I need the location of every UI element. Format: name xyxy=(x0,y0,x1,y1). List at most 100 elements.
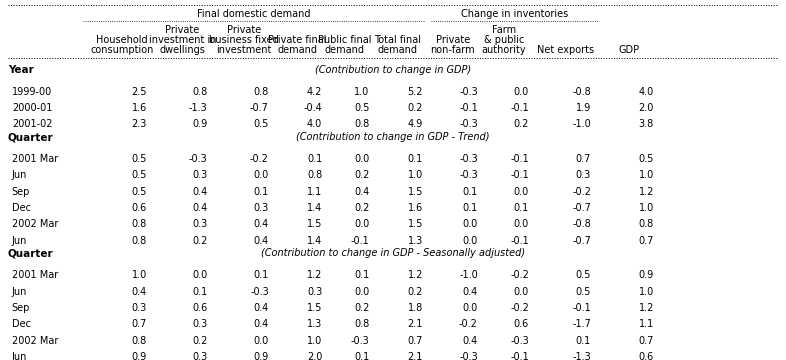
Text: 2.1: 2.1 xyxy=(407,319,423,329)
Text: 0.8: 0.8 xyxy=(354,319,369,329)
Text: 0.4: 0.4 xyxy=(193,203,208,213)
Text: 0.2: 0.2 xyxy=(354,170,369,180)
Text: 0.1: 0.1 xyxy=(354,270,369,280)
Text: -1.3: -1.3 xyxy=(572,352,591,360)
Text: 1.0: 1.0 xyxy=(307,336,322,346)
Text: 0.1: 0.1 xyxy=(254,186,269,197)
Text: -0.1: -0.1 xyxy=(510,170,529,180)
Text: 0.7: 0.7 xyxy=(407,336,423,346)
Text: -0.3: -0.3 xyxy=(351,336,369,346)
Text: 5.2: 5.2 xyxy=(407,86,423,96)
Text: 0.2: 0.2 xyxy=(192,236,208,246)
Text: 1.1: 1.1 xyxy=(639,319,654,329)
Text: 0.0: 0.0 xyxy=(463,219,478,229)
Text: GDP: GDP xyxy=(619,45,639,55)
Text: 0.9: 0.9 xyxy=(254,352,269,360)
Text: 0.9: 0.9 xyxy=(132,352,147,360)
Text: 1.0: 1.0 xyxy=(354,86,369,96)
Text: 1.2: 1.2 xyxy=(407,270,423,280)
Text: 0.8: 0.8 xyxy=(132,336,147,346)
Text: 0.4: 0.4 xyxy=(254,303,269,313)
Text: 0.3: 0.3 xyxy=(254,203,269,213)
Text: 1.4: 1.4 xyxy=(307,236,322,246)
Text: -0.7: -0.7 xyxy=(572,236,591,246)
Text: 0.6: 0.6 xyxy=(514,319,529,329)
Text: 0.2: 0.2 xyxy=(192,336,208,346)
Text: -0.1: -0.1 xyxy=(510,154,529,164)
Text: -0.2: -0.2 xyxy=(572,186,591,197)
Text: -0.3: -0.3 xyxy=(189,154,208,164)
Text: 1.0: 1.0 xyxy=(132,270,147,280)
Text: -0.2: -0.2 xyxy=(510,303,529,313)
Text: 1.4: 1.4 xyxy=(307,203,322,213)
Text: -0.2: -0.2 xyxy=(510,270,529,280)
Text: -0.1: -0.1 xyxy=(459,103,478,113)
Text: (Contribution to change in GDP - Seasonally adjusted): (Contribution to change in GDP - Seasona… xyxy=(261,248,525,258)
Text: Quarter: Quarter xyxy=(8,248,53,258)
Text: 0.5: 0.5 xyxy=(638,154,654,164)
Text: 2000-01: 2000-01 xyxy=(12,103,52,113)
Text: -0.1: -0.1 xyxy=(572,303,591,313)
Text: -0.8: -0.8 xyxy=(572,86,591,96)
Text: 0.2: 0.2 xyxy=(354,303,369,313)
Text: 0.2: 0.2 xyxy=(407,287,423,297)
Text: 1.2: 1.2 xyxy=(638,303,654,313)
Text: 1.3: 1.3 xyxy=(408,236,423,246)
Text: 0.7: 0.7 xyxy=(575,154,591,164)
Text: 0.1: 0.1 xyxy=(463,186,478,197)
Text: Jun: Jun xyxy=(12,352,28,360)
Text: 0.5: 0.5 xyxy=(131,186,147,197)
Text: 0.2: 0.2 xyxy=(513,119,529,129)
Text: 0.0: 0.0 xyxy=(514,287,529,297)
Text: 1.8: 1.8 xyxy=(408,303,423,313)
Text: 0.6: 0.6 xyxy=(132,203,147,213)
Text: investment in: investment in xyxy=(149,35,216,45)
Text: -0.2: -0.2 xyxy=(459,319,478,329)
Text: 1.0: 1.0 xyxy=(639,287,654,297)
Text: 0.3: 0.3 xyxy=(193,170,208,180)
Text: Sep: Sep xyxy=(12,303,30,313)
Text: 2.0: 2.0 xyxy=(307,352,322,360)
Text: 0.8: 0.8 xyxy=(254,86,269,96)
Text: 0.0: 0.0 xyxy=(354,154,369,164)
Text: 1999-00: 1999-00 xyxy=(12,86,52,96)
Text: 1.5: 1.5 xyxy=(307,219,322,229)
Text: 0.8: 0.8 xyxy=(307,170,322,180)
Text: 0.5: 0.5 xyxy=(575,270,591,280)
Text: 0.1: 0.1 xyxy=(463,203,478,213)
Text: 2002 Mar: 2002 Mar xyxy=(12,336,58,346)
Text: 0.4: 0.4 xyxy=(193,186,208,197)
Text: Public final: Public final xyxy=(318,35,371,45)
Text: 1.6: 1.6 xyxy=(132,103,147,113)
Text: Private: Private xyxy=(435,35,470,45)
Text: demand: demand xyxy=(378,45,417,55)
Text: Jun: Jun xyxy=(12,170,28,180)
Text: 0.0: 0.0 xyxy=(463,236,478,246)
Text: 0.4: 0.4 xyxy=(254,236,269,246)
Text: Farm: Farm xyxy=(492,25,516,35)
Text: 4.2: 4.2 xyxy=(307,86,322,96)
Text: 0.6: 0.6 xyxy=(639,352,654,360)
Text: 1.0: 1.0 xyxy=(639,170,654,180)
Text: 2.3: 2.3 xyxy=(131,119,147,129)
Text: -1.3: -1.3 xyxy=(189,103,208,113)
Text: 1.6: 1.6 xyxy=(408,203,423,213)
Text: 0.3: 0.3 xyxy=(193,319,208,329)
Text: 0.7: 0.7 xyxy=(131,319,147,329)
Text: 0.0: 0.0 xyxy=(514,86,529,96)
Text: 0.0: 0.0 xyxy=(354,219,369,229)
Text: 0.9: 0.9 xyxy=(639,270,654,280)
Text: 0.7: 0.7 xyxy=(638,236,654,246)
Text: Private final: Private final xyxy=(268,35,326,45)
Text: 0.4: 0.4 xyxy=(354,186,369,197)
Text: Final domestic demand: Final domestic demand xyxy=(196,9,310,19)
Text: 1.5: 1.5 xyxy=(407,219,423,229)
Text: Household: Household xyxy=(96,35,148,45)
Text: 3.8: 3.8 xyxy=(639,119,654,129)
Text: demand: demand xyxy=(325,45,364,55)
Text: 2.0: 2.0 xyxy=(638,103,654,113)
Text: 0.5: 0.5 xyxy=(575,287,591,297)
Text: Year: Year xyxy=(8,65,34,75)
Text: -0.7: -0.7 xyxy=(572,203,591,213)
Text: 0.1: 0.1 xyxy=(408,154,423,164)
